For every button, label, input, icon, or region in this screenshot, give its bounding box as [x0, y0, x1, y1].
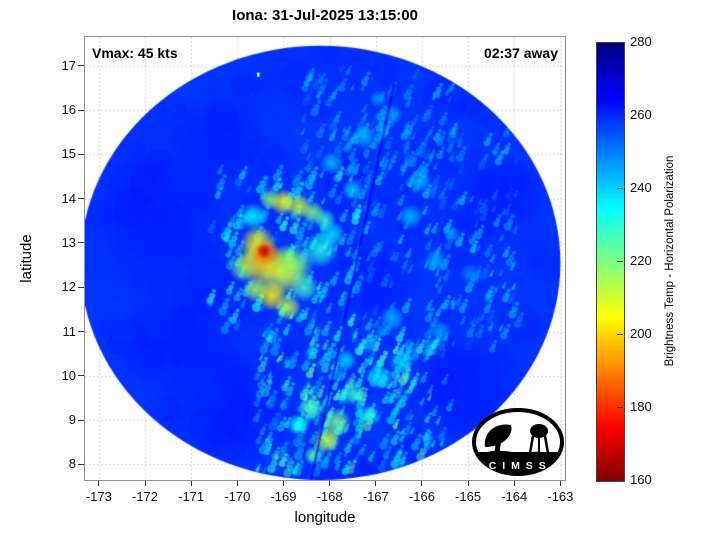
y-tick-label: 11 [62, 323, 77, 339]
x-tick-mark [421, 481, 423, 486]
y-tick-mark [78, 419, 84, 421]
y-tick-mark [78, 242, 84, 244]
colorbar-label: Brightness Temp - Horizontal Polarizatio… [664, 155, 676, 367]
colorbar-tick-mark [617, 114, 623, 116]
x-axis-label: longitude [294, 509, 356, 526]
colorbar-tick-label: 160 [630, 472, 652, 487]
cimss-logo: C I M S S [472, 408, 564, 476]
y-tick-label: 14 [61, 190, 76, 206]
x-tick-label: -167 [362, 489, 389, 504]
y-tick-mark [78, 375, 84, 377]
x-tick-mark [329, 481, 331, 486]
y-tick-mark [78, 331, 84, 333]
x-tick-mark [190, 481, 192, 486]
y-tick-label: 9 [68, 412, 76, 428]
colorbar-tick-label: 260 [630, 107, 652, 122]
dish-feed-icon [498, 425, 510, 438]
x-tick-mark [98, 481, 100, 486]
x-tick-mark [513, 481, 515, 486]
y-tick-label: 8 [68, 456, 76, 472]
colorbar-tick-mark [617, 406, 623, 408]
chart-title: Iona: 31-Jul-2025 13:15:00 [232, 7, 418, 24]
x-tick-mark [467, 481, 469, 486]
annotation-eta: 02:37 away [484, 45, 558, 61]
colorbar-tick-label: 200 [630, 326, 652, 341]
colorbar-tick-mark [617, 187, 623, 189]
x-tick-mark [375, 481, 377, 486]
cimss-logo-text: C I M S S [489, 460, 547, 472]
y-tick-mark [78, 463, 84, 465]
colorbar [596, 42, 625, 482]
tower-leg-icon [543, 435, 550, 454]
x-tick-label: -163 [547, 489, 574, 504]
colorbar-tick-label: 180 [630, 399, 652, 414]
annotation-vmax: Vmax: 45 kts [92, 45, 178, 61]
y-tick-mark [78, 65, 84, 67]
tower-leg-icon [528, 435, 535, 454]
x-tick-mark [282, 481, 284, 486]
y-axis-label: latitude [18, 234, 35, 283]
ground-icon [474, 450, 562, 458]
x-tick-label: -173 [85, 489, 112, 504]
y-tick-mark [78, 286, 84, 288]
x-tick-label: -165 [455, 489, 482, 504]
y-tick-label: 13 [61, 234, 76, 250]
plot-area: Vmax: 45 kts 02:37 away C I M S S [84, 36, 566, 481]
colorbar-tick-mark [617, 333, 623, 335]
colorbar-tick-mark [617, 260, 623, 262]
x-tick-label: -171 [178, 489, 205, 504]
x-tick-label: -169 [270, 489, 297, 504]
x-tick-mark [559, 481, 561, 486]
y-tick-label: 15 [61, 146, 76, 162]
y-tick-mark [78, 153, 84, 155]
y-tick-label: 10 [61, 367, 76, 383]
swath-canvas [85, 37, 565, 480]
x-tick-label: -170 [224, 489, 251, 504]
water-tower-icon [530, 424, 548, 438]
colorbar-tick-label: 240 [630, 180, 652, 195]
colorbar-tick-label: 280 [630, 34, 652, 49]
y-tick-mark [78, 109, 84, 111]
x-tick-label: -164 [501, 489, 528, 504]
x-tick-label: -172 [131, 489, 159, 504]
x-tick-mark [236, 481, 238, 486]
y-tick-mark [78, 198, 84, 200]
y-tick-label: 17 [61, 57, 76, 73]
colorbar-tick-label: 220 [630, 253, 652, 268]
colorbar-tick-mark [617, 41, 623, 43]
x-tick-label: -168 [316, 489, 343, 504]
x-tick-mark [144, 481, 146, 486]
colorbar-tick-mark [617, 479, 623, 481]
y-tick-label: 12 [61, 279, 76, 295]
x-tick-label: -166 [408, 489, 435, 504]
y-tick-label: 16 [61, 102, 76, 118]
